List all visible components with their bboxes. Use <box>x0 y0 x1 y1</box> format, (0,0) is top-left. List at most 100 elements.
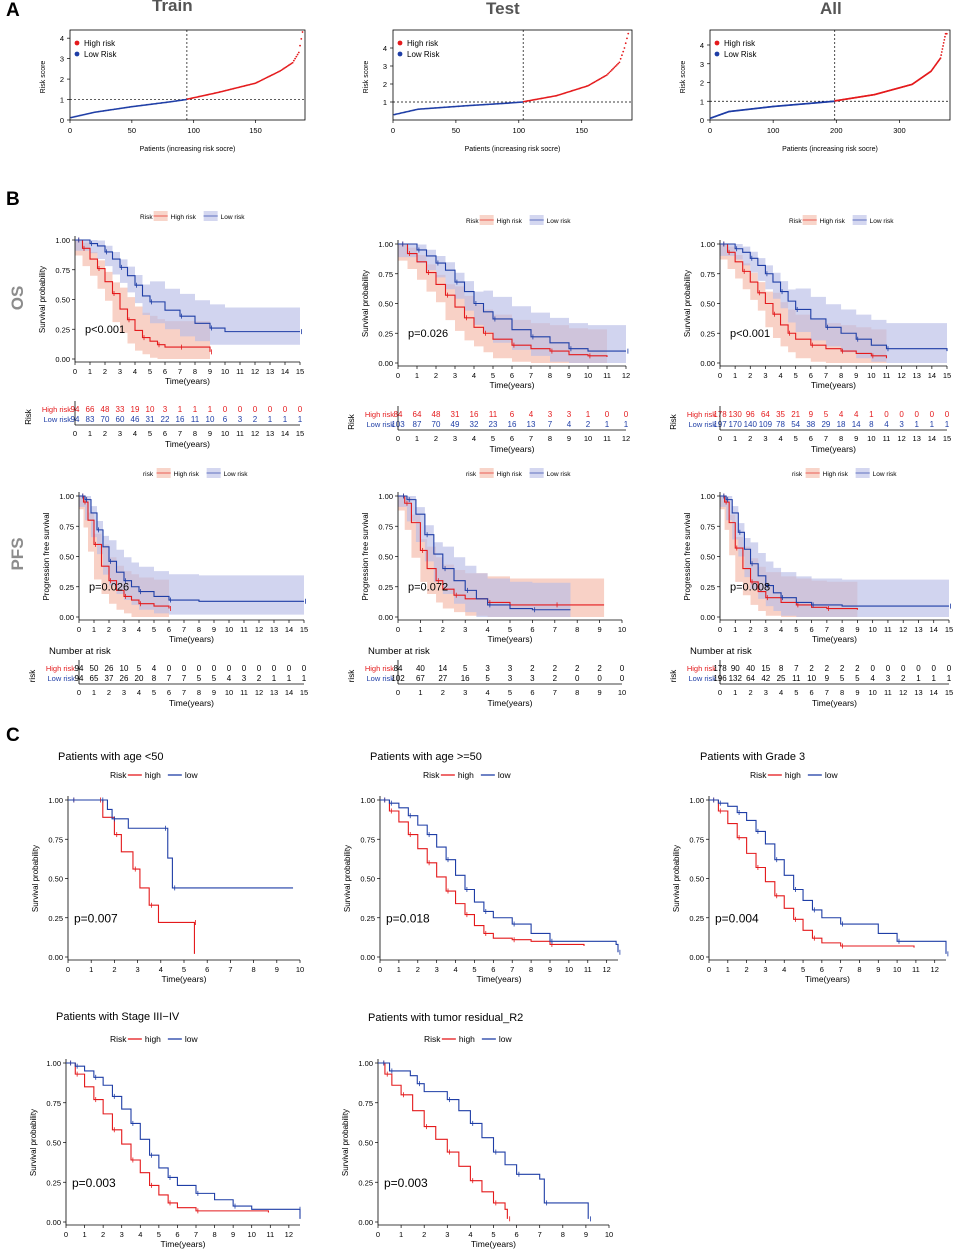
B-os-test-risk-count: 6 <box>510 410 515 419</box>
C-stage3-4-xtick-label: 5 <box>157 1230 161 1239</box>
B-pfs-train-risk-count: 20 <box>135 674 144 683</box>
B-os-train-risk-table-xtick-label: 4 <box>133 429 137 438</box>
C-age-ge50-xtick-label: 8 <box>529 965 533 974</box>
B-os-all-ytick-label: 1.00 <box>700 240 715 249</box>
A-all-legend-low-label: Low Risk <box>724 50 757 59</box>
B-os-all-xtick-label: 9 <box>854 371 858 380</box>
B-os-all-xlabel: Time(years) <box>811 380 856 390</box>
A-test-ytick-label: 4 <box>383 44 387 53</box>
C-residual-r2-ytick-label: 0.25 <box>358 1178 373 1187</box>
A-all-frame <box>709 29 951 121</box>
B-pfs-all-legend-low-label: Low risk <box>873 471 898 478</box>
C-age-lt50-xtick-label: 0 <box>66 965 70 974</box>
A-train-ylabel: Risk score <box>40 61 47 94</box>
B-pfs-test-risk-table-xtick-label: 2 <box>441 688 445 697</box>
C-age-lt50-ytick-label: 0.50 <box>48 875 63 884</box>
B-pfs-all-legend-low-swatch <box>855 468 870 478</box>
B-os-all-risk-count: 0 <box>884 410 889 419</box>
C-residual-r2-ytick-label: 0.75 <box>358 1099 373 1108</box>
B-pfs-test-risk-count: 3 <box>530 674 535 683</box>
B-os-all-xtick-label: 4 <box>778 371 782 380</box>
C-age-lt50-xtick-label: 9 <box>275 965 279 974</box>
B-pfs-train-risk-table-label: risk <box>28 669 37 682</box>
column-title-all: All <box>820 0 842 18</box>
B-os-train-risk-table-xtick-label: 10 <box>221 429 229 438</box>
B-os-test-pvalue: p=0.026 <box>408 328 448 340</box>
C-stage3-4-xtick-label: 2 <box>101 1230 105 1239</box>
B-pfs-test-ytick-label: 0.25 <box>378 583 393 592</box>
B-os-test-risk-count: 1 <box>624 420 629 429</box>
B-os-train-ylabel: Survival probability <box>38 266 47 333</box>
A-all-high-point <box>943 38 946 41</box>
B-os-train-risk-count: 60 <box>116 415 125 424</box>
B-pfs-all-risk-count: 0 <box>947 664 952 673</box>
B-os-test-risk-table-xtick-label: 10 <box>584 434 592 443</box>
B-pfs-all-xtick-label: 0 <box>718 625 722 634</box>
B-os-all-xtick-label: 8 <box>839 371 843 380</box>
B-os-all-risk-count: 35 <box>776 410 785 419</box>
B-os-all-risk-count: 140 <box>744 420 758 429</box>
C-grade3-legend-high-label: high <box>785 770 801 780</box>
B-pfs-all-risk-count: 90 <box>731 664 740 673</box>
B-os-all-ytick-label: 0.75 <box>700 270 715 279</box>
B-os-all-high-curve <box>720 243 888 359</box>
C-residual-r2-low-curve <box>378 1062 589 1219</box>
B-os-train-xtick-label: 6 <box>163 367 167 376</box>
B-os-test-xtick-label: 4 <box>472 371 476 380</box>
B-pfs-train-xtick-label: 5 <box>152 625 156 634</box>
C-age-ge50-legend-high-label: high <box>458 770 474 780</box>
C-stage3-4-legend-high-label: high <box>145 1034 161 1044</box>
B-pfs-all-ci-band-low <box>720 496 949 617</box>
B-pfs-all-risk-count: 7 <box>794 664 799 673</box>
B-os-test-risk-row-label-low: Low risk <box>366 420 394 429</box>
B-pfs-train-risk-count: 2 <box>257 674 262 683</box>
C-residual-r2-legend-high-label: high <box>459 1034 475 1044</box>
column-title-test: Test <box>486 0 520 18</box>
C-residual-r2-xtick-label: 7 <box>538 1230 542 1239</box>
A-train-ytick-label: 1 <box>60 96 64 105</box>
B-pfs-all-xtick-label: 4 <box>779 625 783 634</box>
B-os-train-risk-table-xtick-label: 12 <box>251 429 259 438</box>
A-test-high-point <box>618 61 621 64</box>
A-train-high-point <box>296 53 299 56</box>
B-pfs-all-risk-count: 1 <box>947 674 952 683</box>
B-os-all-risk-count: 1 <box>930 420 935 429</box>
B-os-train-risk-table-xtick-label: 2 <box>103 429 107 438</box>
C-grade3-low-curve <box>709 799 947 954</box>
B-pfs-train-xtick-label: 11 <box>240 625 248 634</box>
B-pfs-all-xtick-label: 2 <box>748 625 752 634</box>
B-pfs-all-risk-count: 2 <box>855 664 860 673</box>
B-os-test-ytick-label: 0.00 <box>378 359 393 368</box>
B-os-all-xtick-label: 7 <box>824 371 828 380</box>
B-pfs-all-xtick-label: 5 <box>794 625 798 634</box>
B-pfs-train-risk-count: 0 <box>272 664 277 673</box>
B-os-test-legend-low-label: Low risk <box>547 218 572 225</box>
B-os-train-risk-count: 1 <box>178 405 183 414</box>
A-test-ytick-label: 2 <box>383 80 387 89</box>
B-os-all-risk-count: 4 <box>884 420 889 429</box>
B-pfs-all-ytick-label: 0.50 <box>700 553 715 562</box>
B-os-train-legend-high-label: High risk <box>171 214 197 221</box>
C-stage3-4-xtick-label: 10 <box>248 1230 256 1239</box>
B-os-train-risk-count: 6 <box>223 415 228 424</box>
B-pfs-all-legend-title: risk <box>792 471 803 478</box>
B-os-train-risk-count: 16 <box>176 415 185 424</box>
C-age-ge50-high-curve <box>380 799 585 947</box>
C-age-lt50-pvalue: p=0.007 <box>74 911 118 925</box>
B-pfs-all-risk-count: 2 <box>901 674 906 683</box>
A-train-xtick-label: 0 <box>68 126 72 135</box>
B-os-train-xtick-label: 5 <box>148 367 152 376</box>
B-os-test-risk-table-label: Risk <box>347 413 356 430</box>
B-pfs-all-risk-count: 2 <box>840 664 845 673</box>
B-os-train-risk-count: 33 <box>116 405 125 414</box>
B-pfs-test-risk-count: 0 <box>620 664 625 673</box>
B-os-all-legend-high-label: High risk <box>820 218 846 225</box>
B-pfs-train-ci-band-low <box>79 496 304 615</box>
C-age-lt50-xtick-label: 7 <box>228 965 232 974</box>
B-pfs-test-ytick-label: 1.00 <box>378 492 393 501</box>
B-os-train-risk-count: 19 <box>131 405 140 414</box>
B-os-all-xtick-label: 6 <box>809 371 813 380</box>
B-os-test-risk-count: 11 <box>489 410 498 419</box>
C-residual-r2-ylabel: Survival probability <box>341 1109 350 1176</box>
B-os-all-risk-table-xtick-label: 14 <box>928 434 936 443</box>
